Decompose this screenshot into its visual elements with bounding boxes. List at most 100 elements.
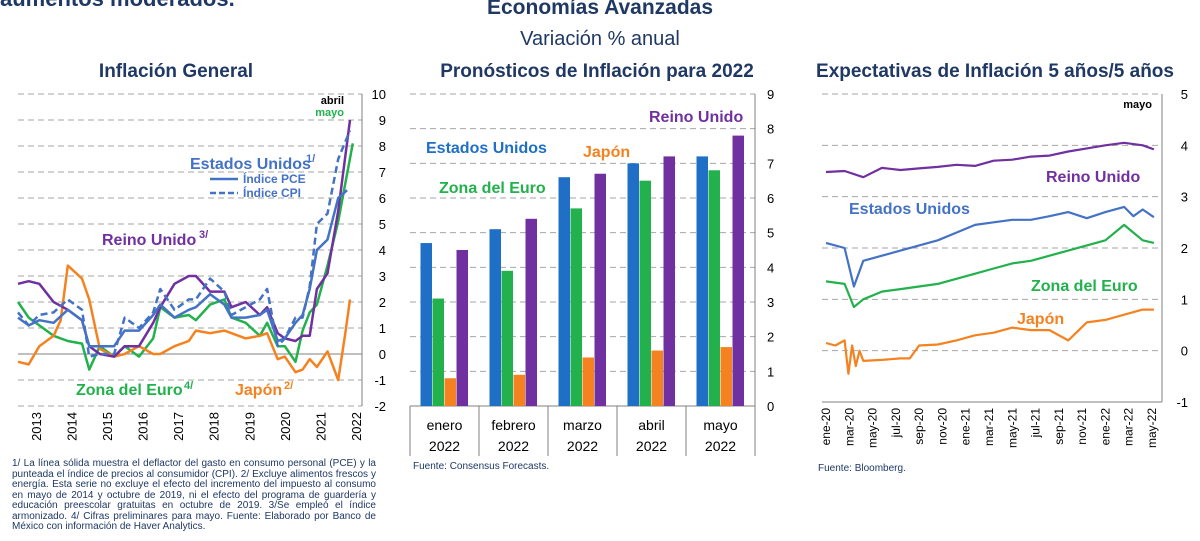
category-label-year: 2022	[429, 438, 460, 454]
x-tick-label: mar-20	[842, 408, 856, 446]
uk-bar	[594, 173, 606, 406]
us-bar	[420, 243, 432, 406]
japan-bar	[444, 378, 456, 406]
y-tick-label: 0	[379, 347, 386, 362]
category-label-year: 2022	[705, 438, 736, 454]
us-bar	[696, 156, 708, 406]
euro-label: Zona del Euro	[439, 180, 546, 197]
category-label-month: abril	[638, 417, 664, 433]
uk-bar	[732, 135, 744, 406]
y-tick-label: 0	[1181, 344, 1188, 359]
japan-label: Japón	[235, 382, 282, 399]
y-tick-label: 4	[1181, 138, 1188, 153]
y-tick-label: 0	[767, 399, 774, 414]
y-tick-label: -1	[374, 373, 386, 388]
inflation-forecast-chart: 0 1 2 3 4 5 6 7 8 9 enero 2022 febrero 2022 marzo 2022 a…	[409, 87, 774, 456]
truncated-previous-title: aumentos moderados.	[0, 0, 235, 12]
pce-legend-label: Índice PCE	[243, 171, 306, 186]
y-tick-label: 2	[767, 330, 774, 345]
euro-label: Zona del Euro	[1031, 278, 1138, 295]
y-tick-label: 8	[379, 139, 386, 154]
cpi-legend-label: Índice CPI	[243, 185, 301, 200]
inflation-general-chart: -2 -1 0 1 2 3 4 5 6 7 8 9 10 2013 2014 2015 2016 2017 2018…	[16, 87, 386, 441]
chart3-title: Expectativas de Inflación 5 años/5 años	[816, 61, 1174, 82]
us-label: Estados Unidos	[849, 201, 970, 218]
euro-bar	[501, 270, 513, 406]
chart2-title: Pronósticos de Inflación para 2022	[440, 61, 754, 82]
category-label-year: 2022	[567, 438, 598, 454]
uk-series-line	[825, 141, 1155, 179]
us-cpi-series-line	[17, 129, 352, 358]
japan-series-line	[825, 308, 1154, 375]
uk-label: Reino Unido	[649, 109, 743, 126]
y-tick-label: 1	[379, 321, 386, 336]
page-subtitle: Variación % anual	[520, 28, 680, 50]
y-tick-label: 1	[767, 364, 774, 379]
category-label-year: 2022	[498, 438, 529, 454]
japan-bar	[720, 347, 732, 406]
uk-label: Reino Unido	[102, 232, 196, 249]
us-label: Estados Unidos	[426, 140, 547, 157]
chart1-title: Inflación General	[98, 61, 254, 82]
x-tick-label: 2016	[136, 412, 151, 441]
japan-bar	[513, 374, 525, 406]
x-tick-label: mar-22	[1122, 408, 1136, 446]
chart1-footnote: 1/ La línea sólida muestra el deflactor …	[12, 458, 376, 532]
euro-bar	[570, 208, 582, 406]
x-tick-label: nov-20	[935, 408, 949, 445]
y-tick-label: -2	[374, 399, 386, 414]
x-tick-label: 2013	[29, 412, 44, 441]
inflation-expectations-chart: -1 0 1 2 3 4 5 ene-20 mar-20 may-20 jul-20 sep-20 no…	[819, 87, 1188, 448]
japan-bar	[651, 350, 663, 406]
y-tick-label: 3	[767, 295, 774, 310]
y-tick-label: 5	[1181, 87, 1188, 102]
uk-label: Reino Unido	[1046, 169, 1140, 186]
x-tick-label: nov-21	[1075, 408, 1089, 445]
us-label: Estados Unidos	[190, 156, 311, 173]
x-tick-label: 2017	[171, 412, 186, 441]
x-tick-label: may-22	[1145, 408, 1159, 448]
x-tick-label: 2020	[278, 412, 293, 441]
y-tick-label: 4	[379, 243, 386, 258]
y-tick-label: 3	[379, 269, 386, 284]
x-tick-label: 2022	[349, 412, 364, 441]
x-tick-label: 2015	[100, 412, 115, 441]
japan-series-line	[17, 264, 352, 382]
y-tick-label: 7	[379, 165, 386, 180]
euro-label-superscript: 4/	[184, 380, 193, 392]
chart3-source: Fuente: Bloomberg.	[818, 463, 906, 474]
y-tick-label: 6	[767, 191, 774, 206]
y-tick-label: 7	[767, 156, 774, 171]
category-label-month: marzo	[563, 417, 602, 433]
x-tick-label: 2021	[313, 412, 328, 441]
x-tick-label: may-21	[1005, 408, 1019, 448]
y-tick-label: 1	[1181, 292, 1188, 307]
y-tick-label: 9	[379, 113, 386, 128]
us-bar	[627, 163, 639, 406]
x-tick-label: ene-22	[1098, 408, 1112, 446]
japan-label: Japón	[1017, 311, 1064, 328]
us-bar	[489, 229, 501, 406]
y-tick-label: 8	[767, 122, 774, 137]
euro-label: Zona del Euro	[76, 382, 183, 399]
y-tick-label: 5	[379, 217, 386, 232]
y-tick-label: 9	[767, 87, 774, 102]
uk-bar	[456, 250, 468, 406]
euro-series-line	[16, 143, 355, 371]
japan-label-superscript: 2/	[284, 380, 293, 392]
uk-bar	[663, 156, 675, 406]
us-bar	[558, 177, 570, 406]
japan-bar	[582, 357, 594, 406]
us-label-superscript: 1/	[306, 153, 315, 165]
category-label-month: febrero	[491, 417, 536, 433]
x-tick-label: 2019	[242, 412, 257, 441]
y-tick-label: 5	[767, 226, 774, 241]
euro-bar	[639, 180, 651, 406]
annotation-mayo: mayo	[315, 107, 344, 119]
chart2-source: Fuente: Consensus Forecasts.	[413, 461, 550, 472]
us-series-line	[825, 205, 1155, 288]
y-tick-label: -1	[1176, 395, 1188, 410]
uk-label-superscript: 3/	[199, 229, 208, 241]
japan-label: Japón	[583, 144, 630, 161]
uk-bar	[525, 218, 537, 406]
